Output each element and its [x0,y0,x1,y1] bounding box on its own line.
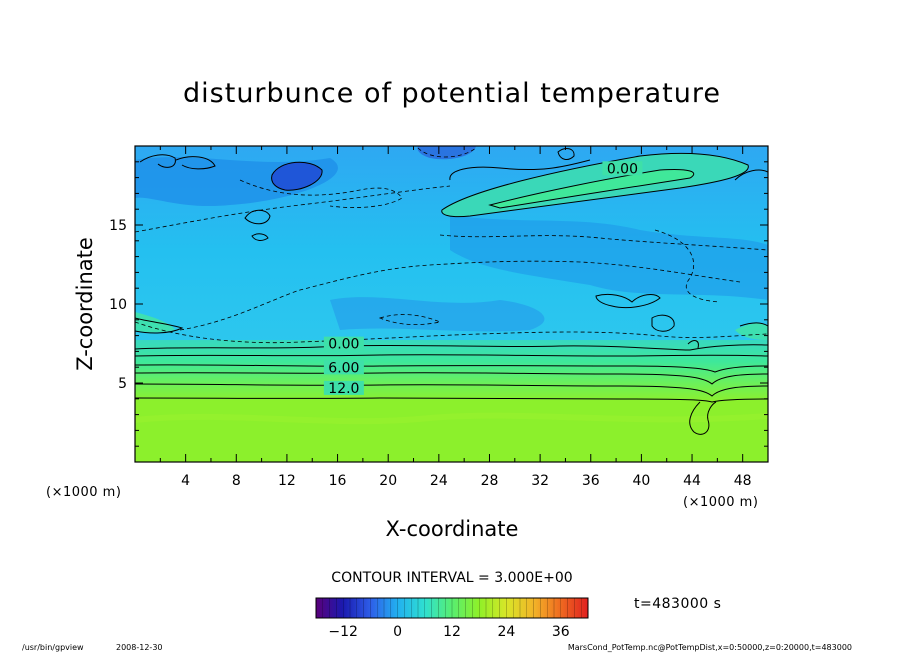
contour-label-bg [323,380,364,395]
x-tick-label: 8 [232,473,241,489]
colorbar-frame [315,597,589,619]
warm-edge-right [735,323,768,340]
footer-path: /usr/bin/gpview [22,643,84,652]
upper-cool-patch-3 [330,297,545,332]
time-label: t=483000 s [634,596,721,612]
x-tick-label: 16 [329,473,347,489]
warm-band-core [490,169,694,208]
contour-interval: CONTOUR INTERVAL = 3.000E+00 [331,570,572,586]
colorbar-ticks: −12 0 12 24 36 [328,624,569,640]
x-tick-label: 32 [531,473,549,489]
footer-source: MarsCond_PotTemp.nc@PotTempDist,x=0:5000… [568,643,852,652]
cold-cell-top [417,146,476,160]
y-tick-label: 15 [109,218,127,234]
cold-cell [271,162,323,191]
x-tick-label: 20 [379,473,397,489]
contour-label: 6.00 [328,360,359,376]
transition-field [135,340,768,402]
colorbar-tick-label: 36 [552,624,570,640]
upper-cool-patch-2 [450,215,768,300]
x-axis: 4 8 12 16 20 24 28 32 36 40 44 48 [159,146,752,489]
colorbar-stripes [322,598,582,618]
x-tick-label: 44 [683,473,701,489]
colorbar-tick-label: −12 [328,624,358,640]
x-unit-left: (×1000 m) [46,485,121,500]
plot-area: 0.00 6.00 12.0 0.00 [135,146,768,462]
contour-label-bg [323,360,364,375]
x-unit-right: (×1000 m) [683,495,758,510]
y-tick-label: 10 [109,297,127,313]
colorbar-tick-label: 0 [393,624,402,640]
x-tick-label: 12 [278,473,296,489]
lower-field [135,400,768,462]
colorbar-tick-label: 24 [497,624,515,640]
x-tick-label: 36 [582,473,600,489]
x-axis-label: X-coordinate [386,517,519,541]
footer-date: 2008-12-30 [116,643,163,652]
x-tick-label: 48 [734,473,752,489]
x-tick-label: 24 [430,473,448,489]
lower-ripple [135,412,768,425]
negative-contours [135,147,768,344]
contour-label-group: 0.00 6.00 12.0 0.00 [323,161,643,397]
chart-title: disturbunce of potential temperature [183,78,721,109]
x-tick-label: 28 [481,473,499,489]
contour-label: 0.00 [328,337,359,353]
colorbar-tick-label: 12 [443,624,461,640]
contour-label: 12.0 [328,381,359,397]
x-tick-label: 40 [632,473,650,489]
positive-contours [135,148,768,435]
y-tick-label: 5 [118,376,127,392]
contour-label: 0.00 [607,161,638,177]
colorbar: −12 0 12 24 36 [315,597,589,640]
y-axis: 5 10 15 [109,161,768,447]
contour-label-bg [602,161,643,176]
y-axis-label: Z-coordinate [73,237,97,371]
x-tick-label: 4 [181,473,190,489]
contour-label-bg [323,336,364,351]
